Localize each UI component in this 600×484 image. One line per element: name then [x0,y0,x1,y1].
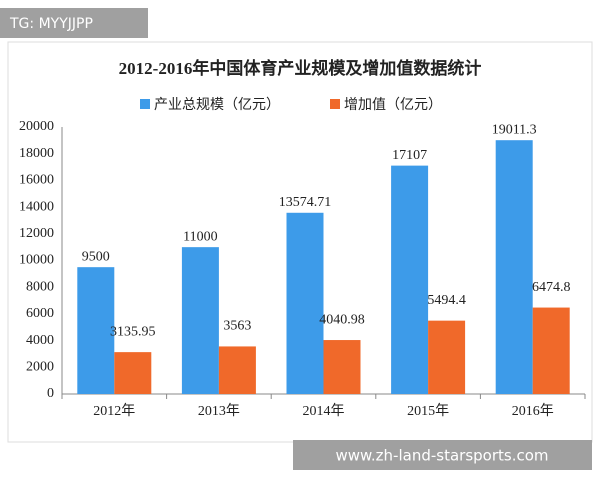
x-tick-label: 2015年 [407,403,449,419]
y-tick-label: 18000 [19,146,54,161]
bar [181,247,219,394]
legend-swatch [330,99,340,109]
bar [114,352,152,394]
bar [495,140,533,394]
y-tick-label: 6000 [26,306,54,321]
x-tick-label: 2016年 [512,403,554,419]
bar [286,212,324,394]
tag-box [0,8,148,38]
bar [532,307,570,394]
chart-title: 2012-2016年中国体育产业规模及增加值数据统计 [119,58,482,78]
y-tick-label: 20000 [19,119,54,134]
y-tick-label: 12000 [19,226,54,241]
bar [323,340,361,394]
legend-label: 增加值（亿元） [344,97,442,113]
data-label: 9500 [82,249,110,264]
data-label: 11000 [183,229,217,244]
y-tick-label: 14000 [19,199,54,214]
y-tick-label: 4000 [26,333,54,348]
y-tick-label: 0 [47,386,54,401]
x-tick-label: 2014年 [303,403,345,419]
bar [218,346,256,394]
data-label: 3563 [223,319,251,334]
url: www.zh-land-starsports.com [335,447,548,465]
url-box [293,440,592,470]
y-tick-label: 2000 [26,360,54,375]
bar [428,320,466,394]
data-label: 17107 [392,148,427,163]
x-tick-label: 2012年 [93,403,135,419]
x-tick-label: 2013年 [198,403,240,419]
legend-swatch [140,99,150,109]
data-label: 6474.8 [532,280,571,295]
data-label: 19011.3 [492,122,537,137]
y-tick-label: 10000 [19,253,54,268]
data-label: 3135.95 [110,324,156,339]
data-label: 13574.71 [279,195,332,210]
y-tick-label: 8000 [26,279,54,294]
bar [391,165,429,394]
tag: TG: MYYJJPP [9,16,93,32]
bar [77,267,115,394]
y-tick-label: 16000 [19,173,54,188]
data-label: 5494.4 [427,293,466,308]
data-label: 4040.98 [319,312,365,327]
legend-label: 产业总规模（亿元） [154,97,280,113]
